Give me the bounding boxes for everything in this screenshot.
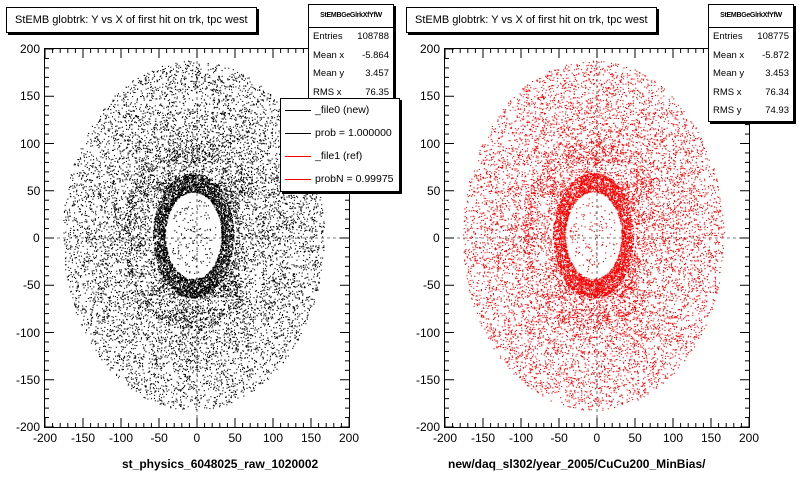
- x-tick-label: 0: [593, 431, 601, 445]
- stats-row-entries: Entries 108775: [713, 31, 789, 42]
- right-plot-title: StEMB globtrk: Y vs X of first hit on tr…: [406, 7, 657, 33]
- left-x-axis-title: st_physics_6048025_raw_1020002: [122, 457, 319, 471]
- left-plot-panel: -200 -150 -100 -50 0 50 100 150 200 -200 -150 -100 -…: [6, 4, 400, 471]
- left-stats-box: StEMBGeGlrkXfYfW Entries 108788 Mean x -5.…: [308, 4, 394, 103]
- x-tick-label: -200: [33, 431, 58, 445]
- x-tick-label: 100: [263, 431, 284, 445]
- y-tick-label: -100: [416, 325, 441, 340]
- y-tick-label: 0: [433, 231, 440, 245]
- axis-ticks: [44, 48, 350, 428]
- stats-box-name: StEMBGeGlrkXfYfW: [309, 5, 393, 28]
- y-tick-label: 150: [420, 89, 441, 104]
- y-tick-label: -50: [23, 278, 41, 293]
- y-tick-label: 200: [20, 42, 41, 56]
- x-tick-label: 200: [739, 431, 760, 445]
- y-tick-label: 50: [427, 183, 441, 198]
- y-tick-label: 100: [420, 136, 441, 151]
- right-x-axis-title: new/daq_sl302/year_2005/CuCu200_MinBias/: [448, 457, 706, 471]
- stats-row-mean-y: Mean y 3.457: [313, 68, 389, 79]
- scatter-points: [463, 60, 725, 411]
- y-tick-label: -150: [416, 372, 441, 387]
- legend-box: _file0 (new) prob = 1.000000 _file1 (ref…: [280, 98, 400, 192]
- x-tick-label: -200: [433, 431, 458, 445]
- x-tick-label: 50: [628, 431, 642, 445]
- x-tick-label: -50: [550, 431, 568, 445]
- y-tick-label: -200: [16, 420, 41, 434]
- stats-row-mean-x: Mean x -5.864: [313, 49, 389, 61]
- x-tick-label: 0: [193, 431, 201, 445]
- legend-line-red: [285, 179, 311, 180]
- right-stats-box: StEMBGeGlrkXfYfW Entries 108775 Mean x -5.…: [708, 4, 794, 122]
- x-tick-label: -150: [71, 431, 96, 445]
- y-tick-label: 100: [20, 136, 41, 151]
- right-scatter-plot: [444, 48, 750, 428]
- stats-row-rms-x: RMS x 76.34: [713, 86, 789, 98]
- x-tick-label: -100: [109, 431, 134, 445]
- y-tick-label: -150: [16, 372, 41, 387]
- legend-entry-file0: _file0 (new): [281, 99, 399, 122]
- stats-row-rms-y: RMS y 74.93: [713, 105, 789, 116]
- right-plot-panel: -200 -150 -100 -50 0 50 100 150 200 -200 -150 -100 -…: [400, 0, 800, 480]
- x-tick-label: 50: [228, 431, 242, 445]
- x-tick-label: 100: [663, 431, 684, 445]
- y-tick-label: -100: [16, 325, 41, 340]
- y-tick-label: -50: [423, 278, 441, 293]
- y-tick-label: 150: [20, 89, 41, 104]
- y-tick-label: 200: [420, 42, 441, 56]
- legend-line-black: [285, 110, 311, 111]
- x-tick-label: -150: [471, 431, 496, 445]
- scatter-points: [63, 60, 325, 410]
- stats-row-mean-y: Mean y 3.453: [713, 68, 789, 79]
- legend-entry-probn: probN = 0.99975: [281, 168, 399, 191]
- x-tick-label: 150: [701, 431, 722, 445]
- x-tick-label: 150: [301, 431, 322, 445]
- y-tick-label: 0: [33, 231, 40, 245]
- stats-box-name: StEMBGeGlrkXfYfW: [709, 5, 793, 28]
- legend-entry-file1: _file1 (ref): [281, 145, 399, 168]
- legend-line-black: [285, 133, 311, 134]
- y-tick-label: -200: [416, 420, 441, 434]
- left-scatter-plot: [44, 48, 350, 428]
- stats-row-entries: Entries 108788: [313, 31, 389, 42]
- legend-line-red: [285, 156, 311, 157]
- right-plot-area: [444, 48, 750, 428]
- x-tick-label: 200: [339, 431, 360, 445]
- x-tick-label: -50: [150, 431, 168, 445]
- stats-row-rms-x: RMS x 76.35: [313, 86, 389, 98]
- legend-entry-prob: prob = 1.000000: [281, 122, 399, 145]
- x-tick-label: -100: [509, 431, 534, 445]
- left-plot-title: StEMB globtrk: Y vs X of first hit on tr…: [6, 7, 257, 33]
- y-tick-label: 50: [27, 183, 41, 198]
- stats-row-mean-x: Mean x -5.872: [713, 49, 789, 61]
